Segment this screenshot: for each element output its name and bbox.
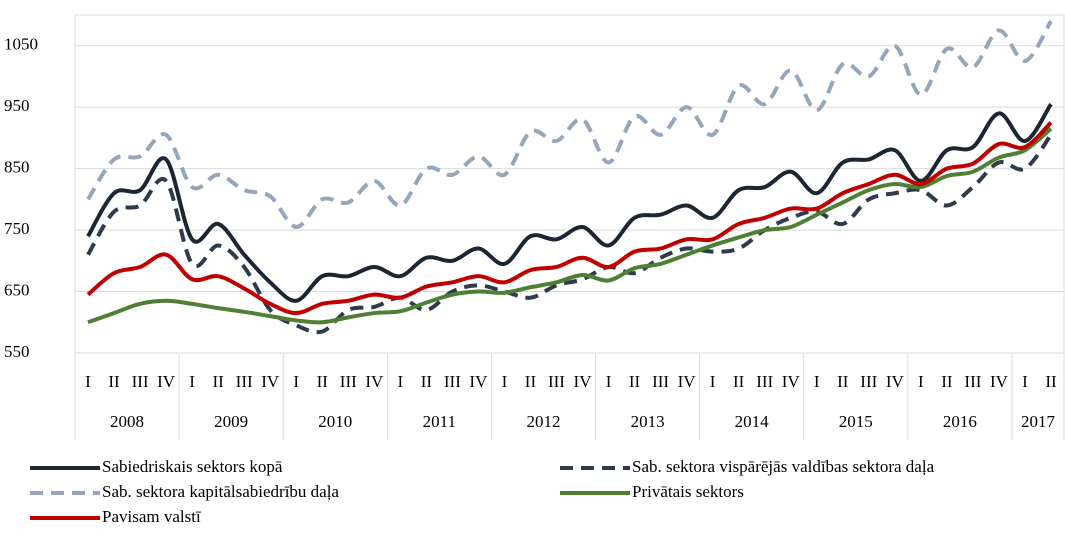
x-group-label: 2016 [943, 412, 977, 431]
x-tick-label: IV [574, 372, 593, 391]
x-tick-label: III [236, 372, 253, 391]
x-group-label: 2008 [110, 412, 144, 431]
x-tick-label: II [629, 372, 641, 391]
x-tick-label: II [1045, 372, 1057, 391]
x-group-label: 2015 [839, 412, 873, 431]
series-line [86, 102, 1053, 303]
x-tick-label: II [837, 372, 849, 391]
series-line [86, 20, 1053, 230]
x-tick-label: IV [782, 372, 801, 391]
x-group-label: 2013 [631, 412, 665, 431]
y-tick-label: 750 [4, 219, 30, 238]
x-tick-label: II [733, 372, 745, 391]
y-tick-label: 550 [4, 342, 30, 361]
x-tick-label: I [293, 372, 299, 391]
x-tick-label: III [652, 372, 669, 391]
x-tick-label: IV [990, 372, 1009, 391]
y-tick-label: 850 [4, 158, 30, 177]
x-tick-label: IV [678, 372, 697, 391]
x-tick-label: II [421, 372, 433, 391]
x-group-label: 2010 [318, 412, 352, 431]
x-tick-label: III [548, 372, 565, 391]
y-tick-label: 650 [4, 280, 30, 299]
x-tick-label: IV [261, 372, 280, 391]
series-line [87, 127, 1053, 325]
x-tick-label: IV [157, 372, 176, 391]
x-tick-label: I [502, 372, 508, 391]
y-tick-label: 950 [4, 96, 30, 115]
x-tick-label: II [108, 372, 120, 391]
legend-label: Pavisam valstī [102, 507, 201, 526]
x-tick-label: I [710, 372, 716, 391]
x-tick-label: IV [886, 372, 905, 391]
legend-label: Privātais sektors [632, 482, 744, 501]
x-tick-label: II [941, 372, 953, 391]
x-tick-label: I [1022, 372, 1028, 391]
x-tick-label: I [918, 372, 924, 391]
x-tick-label: II [317, 372, 329, 391]
x-tick-label: II [525, 372, 537, 391]
x-tick-label: I [85, 372, 91, 391]
x-tick-label: III [756, 372, 773, 391]
x-tick-label: I [814, 372, 820, 391]
x-group-label: 2009 [214, 412, 248, 431]
series-line [86, 133, 1053, 335]
x-tick-label: III [964, 372, 981, 391]
plot-border [74, 14, 1065, 354]
x-tick-label: IV [365, 372, 384, 391]
x-tick-label: II [212, 372, 224, 391]
x-tick-label: III [132, 372, 149, 391]
x-tick-label: I [606, 372, 612, 391]
x-group-label: 2014 [735, 412, 770, 431]
x-tick-label: I [189, 372, 195, 391]
y-tick-label: 1050 [4, 35, 38, 54]
series-line [86, 121, 1053, 316]
legend-label: Sab. sektora vispārējās valdības sektora… [632, 457, 935, 476]
x-tick-label: IV [469, 372, 488, 391]
x-tick-label: III [340, 372, 357, 391]
x-tick-label: I [397, 372, 403, 391]
legend-label: Sab. sektora kapitālsabiedrību daļa [102, 482, 339, 501]
legend-label: Sabiedriskais sektors kopā [102, 457, 283, 476]
x-group-label: 2012 [526, 412, 560, 431]
x-group-label: 2011 [423, 412, 456, 431]
x-tick-label: III [860, 372, 877, 391]
x-group-label: 2017 [1021, 412, 1056, 431]
x-tick-label: III [444, 372, 461, 391]
